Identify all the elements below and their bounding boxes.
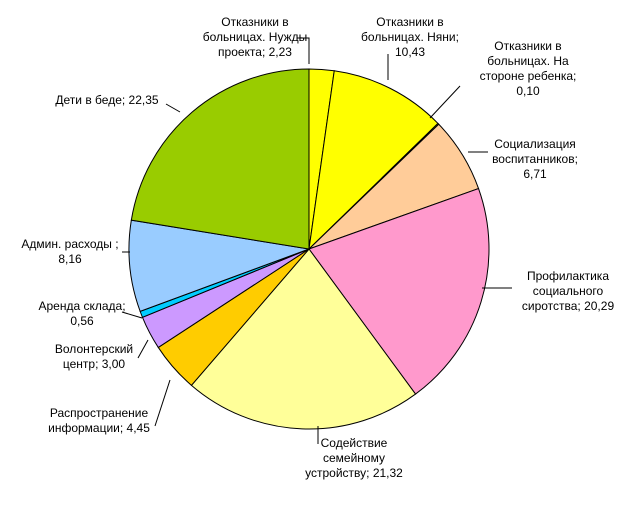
slice-label-4: Профилактика социального сиротства; 20,29 — [522, 269, 615, 313]
pie-slice-4 — [308, 187, 490, 395]
leader-line-7 — [137, 339, 149, 359]
slice-label-2-line-1: больницах. На — [487, 54, 569, 68]
slice-label-2-line-3: 0,10 — [516, 84, 540, 98]
slice-labels: Отказники в больницах. Нужды проекта; 2,23… — [21, 15, 614, 480]
slice-label-5-line-2: устройству; 21,32 — [305, 466, 403, 480]
pie-slices — [128, 68, 490, 430]
leader-line-10 — [165, 103, 181, 113]
slice-label-5-line-0: Содействие — [321, 436, 388, 450]
slice-label-1-line-2: 10,43 — [395, 45, 425, 59]
slice-label-8: Аренда склада; 0,56 — [38, 299, 125, 328]
slice-label-6: Распространение информации; 4,45 — [48, 406, 150, 435]
leader-line-6 — [154, 379, 171, 427]
slice-label-6-line-0: Распространение — [50, 406, 149, 420]
slice-label-0-line-1: больницах. Нужды — [203, 30, 308, 44]
slice-label-9-line-0: Админ. расходы ; — [21, 237, 118, 251]
slice-label-1: Отказники в больницах. Няни; 10,43 — [361, 15, 459, 59]
slice-label-3: Социализация воспитанников; 6,71 — [492, 137, 578, 181]
slice-label-4-line-0: Профилактика — [527, 269, 609, 283]
slice-label-2: Отказники в больницах. На стороне ребенка;… — [480, 39, 577, 98]
slice-label-2-line-0: Отказники в — [494, 39, 561, 53]
slice-label-2-line-2: стороне ребенка; — [480, 69, 577, 83]
slice-label-7: Волонтерский центр; 3,00 — [55, 342, 133, 371]
slice-label-5-line-1: семейному — [323, 451, 385, 465]
slice-label-0-line-2: проекта; 2,23 — [218, 45, 292, 59]
leader-line-0 — [297, 37, 310, 64]
slice-label-6-line-1: информации; 4,45 — [48, 421, 150, 435]
pie-slice-5 — [190, 248, 417, 430]
slice-label-9: Админ. расходы ; 8,16 — [21, 237, 118, 266]
slice-label-1-line-1: больницах. Няни; — [361, 30, 459, 44]
slice-label-3-line-1: воспитанников; — [492, 152, 578, 166]
slice-label-8-line-1: 0,56 — [70, 314, 94, 328]
pie-slice-10 — [130, 68, 310, 250]
slice-label-1-line-0: Отказники в — [376, 15, 443, 29]
slice-label-0: Отказники в больницах. Нужды проекта; 2,23 — [203, 15, 308, 59]
leader-line-2 — [429, 85, 461, 119]
slice-label-7-line-1: центр; 3,00 — [63, 357, 126, 371]
slice-label-10: Дети в беде; 22,35 — [55, 93, 158, 107]
leader-lines — [121, 37, 512, 444]
slice-label-9-line-1: 8,16 — [58, 252, 82, 266]
slice-label-8-line-0: Аренда склада; — [38, 299, 125, 313]
pie-slice-1 — [308, 70, 439, 251]
slice-label-3-line-0: Социализация — [494, 137, 576, 151]
pie-slice-9 — [128, 219, 311, 313]
slice-label-5: Содействие семейному устройству; 21,32 — [305, 436, 403, 480]
slice-label-0-line-0: Отказники в — [221, 15, 288, 29]
slice-label-4-line-2: сиротства; 20,29 — [522, 299, 615, 313]
slice-label-10-line-0: Дети в беде; 22,35 — [55, 93, 158, 107]
leader-line-8 — [121, 311, 143, 319]
slice-label-3-line-2: 6,71 — [523, 167, 547, 181]
slice-label-4-line-1: социального — [533, 284, 604, 298]
slice-label-7-line-0: Волонтерский — [55, 342, 133, 356]
